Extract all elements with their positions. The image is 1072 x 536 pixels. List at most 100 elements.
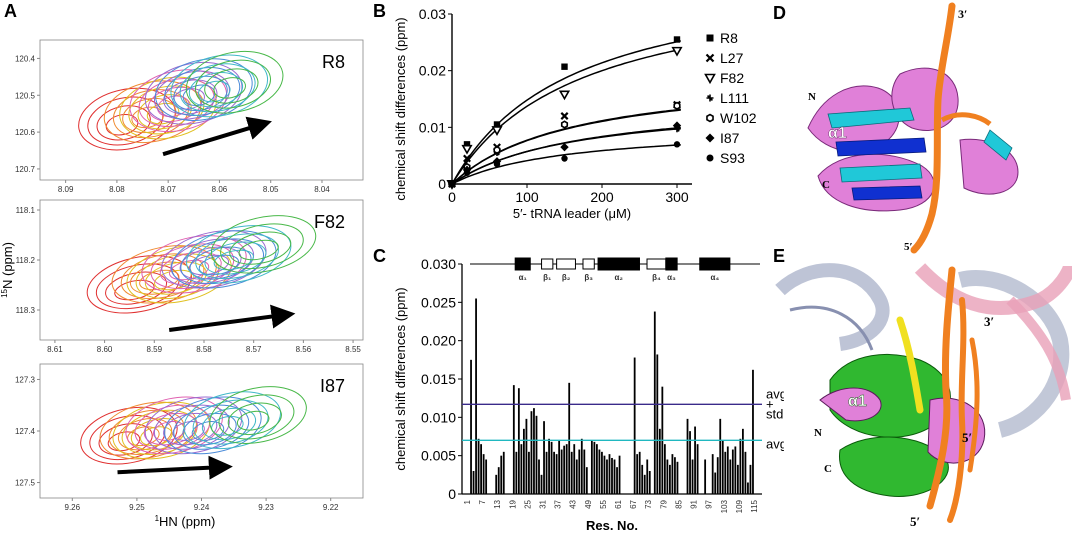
c-y-tick-label: 0 [448,486,456,502]
bar-res-51 [590,440,593,494]
point-F82-2 [491,126,503,136]
x-tick-label: 8.57 [246,345,262,354]
panel-c: 0 0.005 0.010 0.015 0.020 0.025 0.030 1 7 13 19 25 3… [393,256,787,533]
helix-d-body-2 [817,153,935,212]
bar-res-70 [638,451,641,494]
bar-res-71 [641,464,644,494]
contour-R8-7-3 [185,50,284,114]
label-c-d: C [822,179,830,191]
contour-F82-3-0 [168,259,210,281]
bar-res-30 [538,459,540,494]
contour-F82-2-2 [135,253,220,300]
b-ylabel: chemical shift differences (ppm) [393,17,408,200]
bar-res-47 [580,438,583,494]
label-3prime-e: 3′ [984,314,994,329]
point-L27-1-stroke [463,154,471,163]
rna-pink-1 [914,263,1072,315]
strand-cyan-2 [839,163,923,183]
bar-res-49 [585,467,588,494]
legend-label-L111: L111 [720,90,749,106]
panel-label-d: D [773,3,786,23]
point-L27-3-stroke [560,112,569,120]
strand-cyan-3 [983,129,1013,161]
bar-res-53 [595,444,598,494]
point-I87-3 [560,142,569,152]
panel-label-c: C [373,246,386,266]
point-W102-2 [493,145,501,155]
bar-res-59 [611,457,613,494]
bar-res-21 [515,451,518,494]
bar-res-81 [666,459,669,494]
bar-res-100 [714,472,717,494]
contour-I87-0-0 [107,431,141,452]
b-y-tick-label: 0.02 [419,63,446,79]
bar-res-8 [482,454,485,494]
label-3prime-d: 3′ [958,7,967,21]
bar-res-5 [475,298,477,494]
strand-cyan-1 [827,107,915,129]
rna-pink-2 [1006,296,1071,401]
legend-marker-S93 [706,154,714,162]
label-n-e: N [814,427,822,439]
ss-label-β₂: β₂ [562,273,571,282]
avg-label: avg [766,436,787,451]
bar-res-103 [721,440,724,494]
contour-group [78,50,284,151]
bar-res-109 [736,464,739,494]
c-y-tick-label: 0.010 [421,409,456,425]
contour-I87-5-0 [191,421,225,441]
fit-curve-W102 [451,109,681,185]
bar-res-61 [616,467,618,494]
avg-std-label-0: avg [766,386,787,401]
ss-α₂ [597,257,640,271]
panel-e-structure: 3′ α1 N C 5′ 5′ [775,263,1072,534]
c-y-tick-label: 0.005 [421,448,456,464]
fit-curve-I87 [451,126,681,185]
legend-marker-L111 [706,94,714,102]
contour-R8-7-1 [204,68,259,104]
y-tick-label: 120.7 [15,165,36,174]
contour-R8-2-1 [137,94,192,130]
strand-blue-1 [835,137,927,157]
panel-a-ylabel: 15N (ppm) [0,242,15,298]
point-F82-1 [461,144,473,155]
x-tick-label: 9.24 [194,503,210,512]
legend-marker-W102 [706,113,714,123]
bar-res-40 [563,445,566,494]
bar-res-90 [689,431,691,494]
contour-F82-5-3 [171,230,277,289]
y-tick-label: 127.3 [15,375,36,384]
bar-res-15 [500,455,503,494]
contour-F82-4-3 [161,230,267,289]
legend-label-S93: S93 [720,150,745,166]
bar-res-7 [480,444,483,494]
bar-res-44 [573,444,576,494]
contour-R8-0-3 [78,87,176,151]
bar-res-113 [747,482,749,494]
bar-res-43 [570,451,573,494]
b-y-tick-label: 0.01 [419,119,446,135]
legend-marker-L27-stroke [705,53,715,63]
shift-arrow-I87 [117,455,233,480]
point-R8-2 [493,121,501,128]
bar-res-14 [497,467,500,494]
bar-res-78 [658,428,661,494]
y-tick-label: 118.1 [16,206,36,215]
bar-res-41 [565,444,568,494]
contour-R8-5-3 [155,58,253,121]
c-x-tick-label: 37 [554,499,563,508]
c-x-tick-label: 103 [720,499,729,513]
c-x-tick-label: 109 [735,499,744,513]
contour-R8-5-2 [164,67,241,116]
rna-orange-1 [926,266,956,510]
bar-res-32 [543,421,545,494]
bar-res-20 [512,385,515,494]
hsqc-frame [39,363,364,499]
label-alpha1-d: α1 [828,125,847,142]
shift-arrow-R8 [162,116,272,157]
contour-I87-7-1 [227,402,282,436]
y-tick-label: 127.5 [15,479,36,488]
rna-strand-d [910,2,956,254]
bar-res-69 [636,454,639,494]
bar-res-111 [741,428,744,494]
